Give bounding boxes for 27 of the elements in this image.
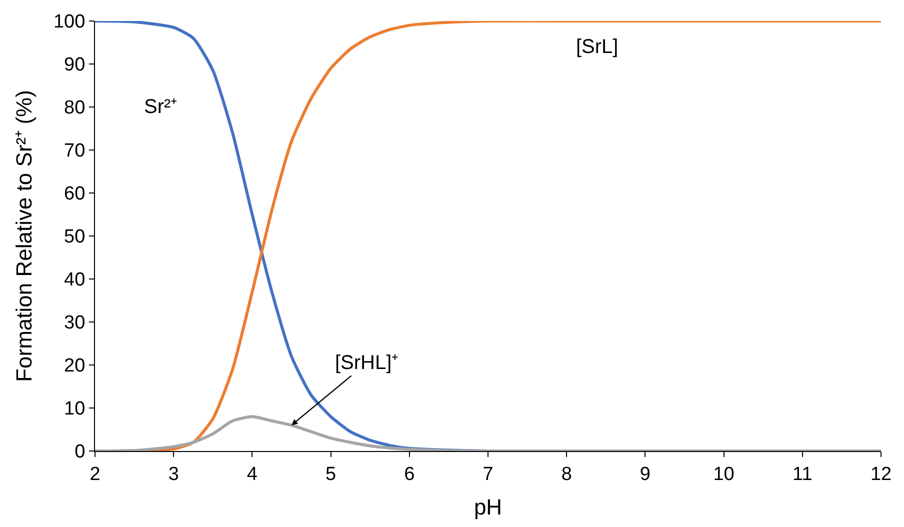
y-tick-label: 80	[64, 98, 86, 119]
x-tick-label: 6	[404, 464, 415, 485]
x-tick-label: 5	[326, 464, 336, 485]
annotation: [SrHL]⁺	[335, 352, 399, 374]
y-tick-label: 10	[64, 398, 86, 420]
x-tick-label: 3	[168, 464, 179, 485]
y-tick-label: 0	[74, 442, 86, 463]
y-tick-label: 100	[53, 12, 86, 33]
y-tick-label: 20	[64, 356, 86, 377]
x-tick-label: 12	[870, 464, 892, 485]
x-tick-label: 9	[640, 464, 650, 485]
y-tick-label: 60	[64, 184, 86, 205]
x-tick-label: 8	[561, 464, 572, 485]
x-tick-label: 4	[246, 464, 258, 485]
y-tick-label: 30	[64, 312, 86, 334]
y-axis-title: Formation Relative to Sr²⁺ (%)	[11, 90, 36, 382]
x-tick-label: 11	[792, 464, 812, 485]
annotation: Sr²⁺	[144, 96, 178, 118]
annotation: [SrL]	[576, 36, 618, 58]
x-tick-label: 7	[482, 464, 494, 485]
x-tick-label: 10	[713, 464, 734, 485]
y-tick-label: 40	[64, 270, 86, 291]
y-tick-label: 90	[64, 54, 86, 76]
x-tick-label: 2	[90, 464, 100, 485]
y-tick-label: 50	[64, 226, 86, 248]
y-tick-label: 70	[64, 140, 86, 162]
x-axis-title: pH	[474, 494, 502, 520]
